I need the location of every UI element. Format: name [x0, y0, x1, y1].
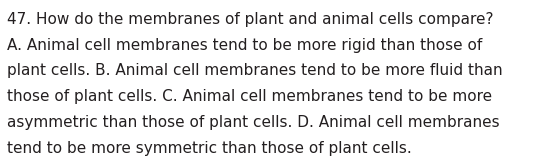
- Text: A. Animal cell membranes tend to be more rigid than those of: A. Animal cell membranes tend to be more…: [7, 38, 483, 53]
- Text: plant cells. B. Animal cell membranes tend to be more fluid than: plant cells. B. Animal cell membranes te…: [7, 63, 503, 78]
- Text: tend to be more symmetric than those of plant cells.: tend to be more symmetric than those of …: [7, 141, 412, 156]
- Text: asymmetric than those of plant cells. D. Animal cell membranes: asymmetric than those of plant cells. D.…: [7, 115, 500, 130]
- Text: those of plant cells. C. Animal cell membranes tend to be more: those of plant cells. C. Animal cell mem…: [7, 89, 492, 104]
- Text: 47. How do the membranes of plant and animal cells compare?: 47. How do the membranes of plant and an…: [7, 12, 494, 27]
